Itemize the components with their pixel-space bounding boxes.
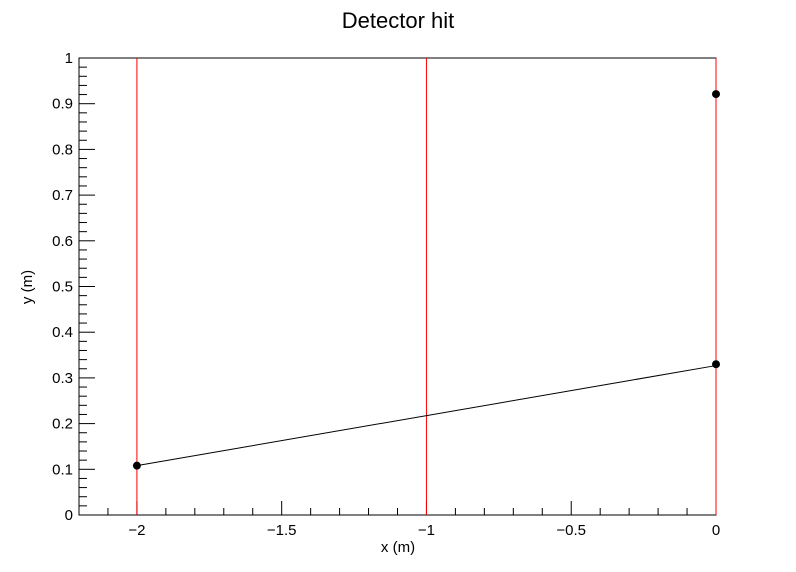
- x-tick-label: −1: [418, 522, 435, 539]
- y-tick-label: 0.4: [52, 324, 73, 341]
- hit-point: [712, 360, 720, 369]
- y-tick-label: 0.8: [52, 141, 73, 158]
- x-tick-label: −0.5: [556, 522, 586, 539]
- y-axis-title: y (m): [19, 270, 36, 304]
- y-tick-label: 0.1: [52, 461, 73, 478]
- plot-frame: [78, 57, 717, 516]
- track-line: [136, 365, 717, 467]
- plot-area: −2 −1.5 −1 −0.5 0 0 0.1 0.2 0.3 0.4 0.5 0.6 0.7 0.8 0.…: [52, 50, 720, 539]
- hit-point: [712, 90, 720, 99]
- x-axis-title: x (m): [381, 539, 415, 556]
- x-tick-label: −1.5: [267, 522, 297, 539]
- y-tick-label: 1: [65, 50, 73, 67]
- y-tick-label: 0.2: [52, 416, 73, 433]
- hit-point: [132, 461, 141, 470]
- x-tick-label: 0: [712, 522, 720, 539]
- x-tick-label: −2: [128, 522, 145, 539]
- y-tick-label: 0.3: [52, 370, 73, 387]
- y-tick-label: 0: [65, 507, 73, 524]
- y-tick-label: 0.7: [52, 187, 73, 204]
- y-tick-label: 0.9: [52, 96, 73, 113]
- y-tick-label: 0.5: [52, 279, 73, 296]
- y-tick-label: 0.6: [52, 233, 73, 250]
- chart-title: Detector hit: [342, 8, 455, 33]
